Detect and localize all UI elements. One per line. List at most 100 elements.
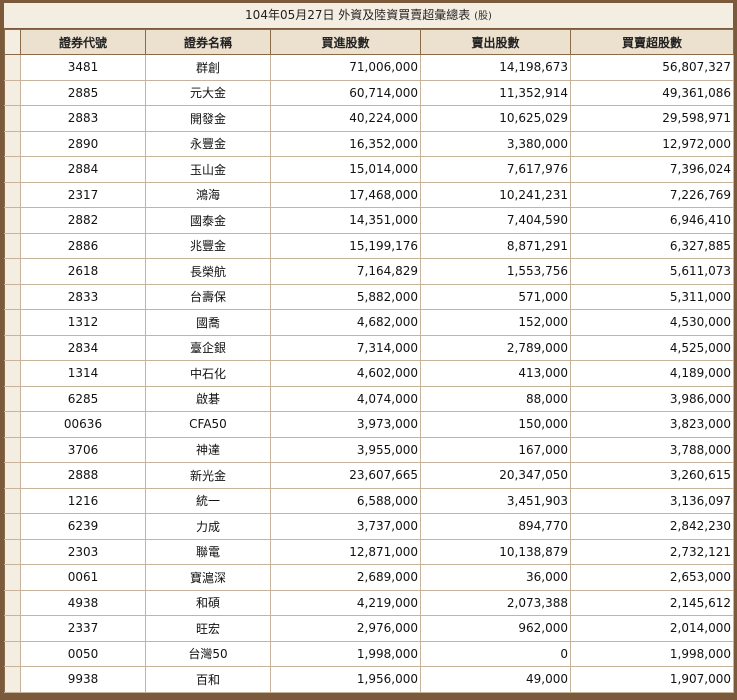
stock-name-cell: 神達 xyxy=(145,436,271,463)
stock-code-cell: 6239 xyxy=(20,513,146,540)
report-unit: (股) xyxy=(474,11,492,22)
stock-name-cell: 玉山金 xyxy=(145,156,271,183)
row-blank-cell xyxy=(4,283,21,310)
net-shares-cell: 4,530,000 xyxy=(570,309,734,336)
buy-shares-cell: 4,682,000 xyxy=(270,309,421,336)
sell-shares-cell: 2,073,388 xyxy=(420,589,571,616)
stock-name-cell: 開發金 xyxy=(145,105,271,132)
stock-code-cell: 2885 xyxy=(20,79,146,106)
net-shares-cell: 7,396,024 xyxy=(570,156,734,183)
net-shares-cell: 49,361,086 xyxy=(570,79,734,106)
net-shares-cell: 2,732,121 xyxy=(570,538,734,565)
stock-code-cell: 1312 xyxy=(20,309,146,336)
stock-code-cell: 3481 xyxy=(20,54,146,81)
row-blank-cell xyxy=(4,487,21,514)
table-row: 2883 開發金 40,224,000 10,625,029 29,598,971 xyxy=(4,105,734,132)
table-row: 3481 群創 71,006,000 14,198,673 56,807,327 xyxy=(4,54,734,81)
table-header-row: 證券代號 證券名稱 買進股數 賣出股數 買賣超股數 xyxy=(4,29,734,55)
net-shares-cell: 3,986,000 xyxy=(570,385,734,412)
buy-shares-cell: 71,006,000 xyxy=(270,54,421,81)
stock-name-cell: 臺企銀 xyxy=(145,334,271,361)
table-row: 0061 寶滬深 2,689,000 36,000 2,653,000 xyxy=(4,564,734,591)
table-row: 0050 台灣50 1,998,000 0 1,998,000 xyxy=(4,640,734,667)
row-blank-cell xyxy=(4,156,21,183)
table-row: 6239 力成 3,737,000 894,770 2,842,230 xyxy=(4,513,734,540)
table-row: 4938 和碩 4,219,000 2,073,388 2,145,612 xyxy=(4,589,734,616)
row-blank-cell xyxy=(4,232,21,259)
buy-shares-cell: 15,014,000 xyxy=(270,156,421,183)
table-row: 2834 臺企銀 7,314,000 2,789,000 4,525,000 xyxy=(4,334,734,361)
table-row: 2317 鴻海 17,468,000 10,241,231 7,226,769 xyxy=(4,181,734,208)
buy-shares-cell: 15,199,176 xyxy=(270,232,421,259)
table-row: 2886 兆豐金 15,199,176 8,871,291 6,327,885 xyxy=(4,232,734,259)
table-row: 1216 統一 6,588,000 3,451,903 3,136,097 xyxy=(4,487,734,514)
row-blank-cell xyxy=(4,589,21,616)
stock-name-cell: 元大金 xyxy=(145,79,271,106)
stock-name-cell: 啟碁 xyxy=(145,385,271,412)
trading-table: 證券代號 證券名稱 買進股數 賣出股數 買賣超股數 3481 群創 71,006,0… xyxy=(4,29,734,693)
row-blank-cell xyxy=(4,105,21,132)
sell-shares-cell: 894,770 xyxy=(420,513,571,540)
stock-name-cell: 永豐金 xyxy=(145,130,271,157)
table-row: 3706 神達 3,955,000 167,000 3,788,000 xyxy=(4,436,734,463)
table-row: 1314 中石化 4,602,000 413,000 4,189,000 xyxy=(4,360,734,387)
row-blank-cell xyxy=(4,615,21,642)
stock-code-cell: 2888 xyxy=(20,462,146,489)
sell-shares-cell: 8,871,291 xyxy=(420,232,571,259)
row-blank-cell xyxy=(4,411,21,438)
sell-shares-cell: 10,138,879 xyxy=(420,538,571,565)
buy-shares-cell: 17,468,000 xyxy=(270,181,421,208)
row-blank-cell xyxy=(4,360,21,387)
row-blank-cell xyxy=(4,334,21,361)
net-shares-cell: 1,998,000 xyxy=(570,640,734,667)
stock-name-cell: 國喬 xyxy=(145,309,271,336)
stock-name-cell: 長榮航 xyxy=(145,258,271,285)
buy-shares-cell: 2,689,000 xyxy=(270,564,421,591)
net-shares-cell: 12,972,000 xyxy=(570,130,734,157)
net-shares-cell: 4,189,000 xyxy=(570,360,734,387)
row-blank-cell xyxy=(4,462,21,489)
header-net-shares: 買賣超股數 xyxy=(570,29,734,55)
stock-code-cell: 4938 xyxy=(20,589,146,616)
sell-shares-cell: 14,198,673 xyxy=(420,54,571,81)
stock-code-cell: 2833 xyxy=(20,283,146,310)
stock-code-cell: 2883 xyxy=(20,105,146,132)
stock-name-cell: 兆豐金 xyxy=(145,232,271,259)
table-row: 2888 新光金 23,607,665 20,347,050 3,260,615 xyxy=(4,462,734,489)
net-shares-cell: 6,946,410 xyxy=(570,207,734,234)
net-shares-cell: 29,598,971 xyxy=(570,105,734,132)
net-shares-cell: 5,311,000 xyxy=(570,283,734,310)
sell-shares-cell: 3,380,000 xyxy=(420,130,571,157)
stock-code-cell: 2303 xyxy=(20,538,146,565)
row-blank-cell xyxy=(4,564,21,591)
stock-code-cell: 1314 xyxy=(20,360,146,387)
row-blank-cell xyxy=(4,538,21,565)
sell-shares-cell: 2,789,000 xyxy=(420,334,571,361)
net-shares-cell: 2,014,000 xyxy=(570,615,734,642)
sell-shares-cell: 571,000 xyxy=(420,283,571,310)
stock-name-cell: 和碩 xyxy=(145,589,271,616)
sell-shares-cell: 49,000 xyxy=(420,666,571,693)
net-shares-cell: 5,611,073 xyxy=(570,258,734,285)
sell-shares-cell: 7,617,976 xyxy=(420,156,571,183)
net-shares-cell: 3,136,097 xyxy=(570,487,734,514)
row-blank-cell xyxy=(4,258,21,285)
table-row: 9938 百和 1,956,000 49,000 1,907,000 xyxy=(4,666,734,693)
stock-name-cell: 寶滬深 xyxy=(145,564,271,591)
sell-shares-cell: 11,352,914 xyxy=(420,79,571,106)
row-blank-cell xyxy=(4,385,21,412)
stock-code-cell: 00636 xyxy=(20,411,146,438)
table-row: 2882 國泰金 14,351,000 7,404,590 6,946,410 xyxy=(4,207,734,234)
sell-shares-cell: 0 xyxy=(420,640,571,667)
net-shares-cell: 2,145,612 xyxy=(570,589,734,616)
stock-code-cell: 0061 xyxy=(20,564,146,591)
buy-shares-cell: 3,973,000 xyxy=(270,411,421,438)
sell-shares-cell: 1,553,756 xyxy=(420,258,571,285)
stock-code-cell: 1216 xyxy=(20,487,146,514)
buy-shares-cell: 12,871,000 xyxy=(270,538,421,565)
buy-shares-cell: 3,955,000 xyxy=(270,436,421,463)
table-row: 2885 元大金 60,714,000 11,352,914 49,361,086 xyxy=(4,79,734,106)
stock-name-cell: 中石化 xyxy=(145,360,271,387)
sell-shares-cell: 10,241,231 xyxy=(420,181,571,208)
buy-shares-cell: 16,352,000 xyxy=(270,130,421,157)
